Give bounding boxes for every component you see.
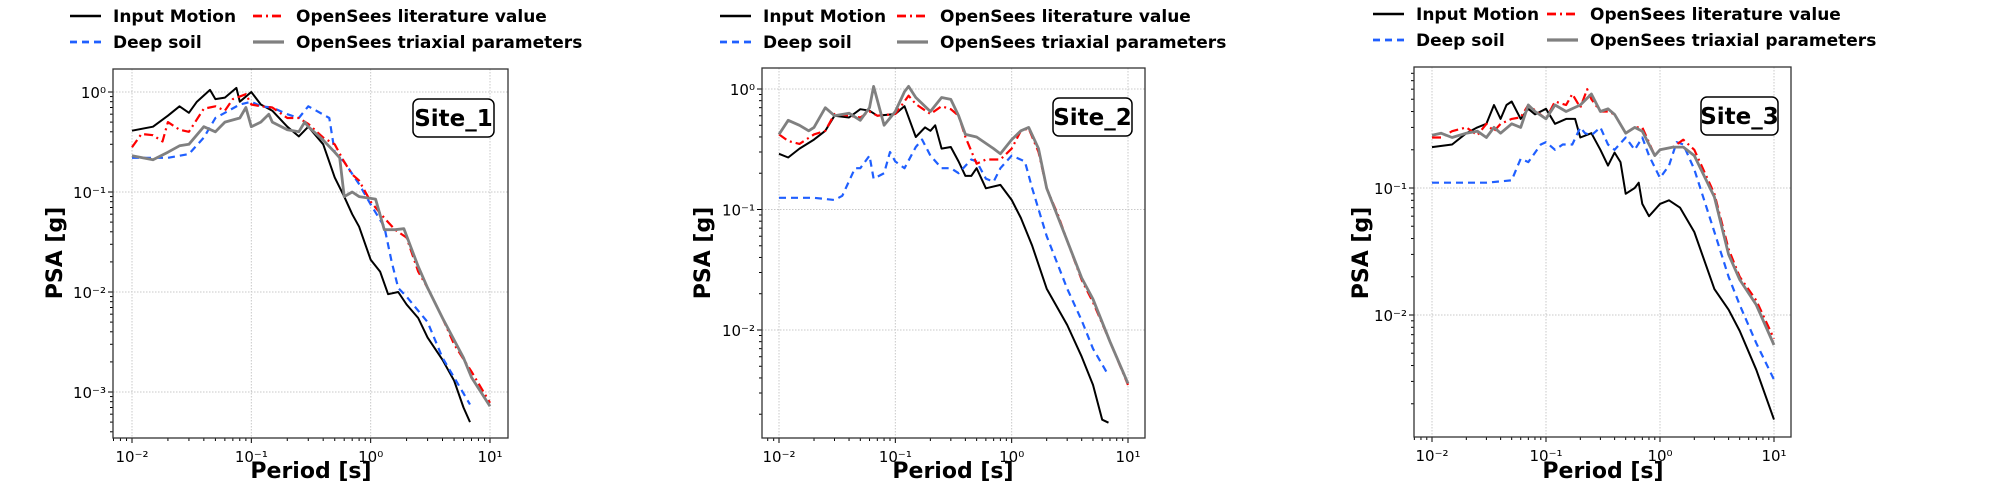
x-tick-label: 10⁻² [762, 448, 795, 466]
x-tick-label: 10⁰ [358, 448, 383, 466]
legend-label-lit: OpenSees literature value [296, 7, 547, 27]
legend-label-input: Input Motion [763, 7, 886, 27]
series-line-deep [132, 100, 471, 406]
y-tick-label: 10⁻¹ [1374, 180, 1407, 198]
site-label-box [1052, 97, 1133, 137]
y-axis-label: PSA [g] [691, 207, 716, 300]
y-tick-label: 10⁻² [722, 322, 755, 340]
series-group [131, 86, 492, 423]
y-tick-label: 10⁰ [81, 84, 106, 102]
plot-frame [761, 67, 1146, 439]
legend-label-lit: OpenSees literature value [1590, 5, 1841, 25]
legend: Input Motion Deep soil OpenSees literature… [1373, 5, 1876, 51]
legend: Input Motion Deep soil OpenSees literature… [720, 7, 1226, 53]
legend: Input Motion Deep soil OpenSees literature… [70, 7, 582, 53]
x-tick-label: 10⁻² [115, 448, 148, 466]
site-label: Site_2 [1053, 105, 1132, 131]
series-group [1431, 88, 1776, 420]
y-tick-label: 10⁻² [73, 284, 106, 302]
x-axis-label: Period [s] [892, 459, 1013, 484]
legend-label-deep: Deep soil [113, 33, 202, 53]
plot-frame [1413, 66, 1792, 438]
series-line-input [131, 86, 471, 423]
legend-label-lit: OpenSees literature value [940, 7, 1191, 27]
series-line-lit [131, 93, 491, 404]
site-label-box [1700, 96, 1779, 136]
y-tick-label: 10⁻² [1374, 307, 1407, 325]
x-tick-label: 10¹ [1761, 447, 1786, 465]
x-tick-label: 10¹ [477, 448, 502, 466]
series-line-tri [131, 106, 492, 408]
legend-label-input: Input Motion [1416, 5, 1539, 25]
x-tick-label: 10⁰ [999, 448, 1024, 466]
y-tick-label: 10⁰ [730, 81, 755, 99]
series-line-input [1431, 100, 1775, 420]
site-label: Site_1 [414, 106, 493, 132]
series-line-deep [779, 138, 1110, 376]
y-tick-label: 10⁻³ [73, 384, 106, 402]
y-axis-label: PSA [g] [43, 207, 68, 300]
chart-panel-2: 10⁻² 10⁻¹ 10⁰ 10¹ 10⁰ 10⁻¹ 10⁻² Site_2 Period [s… [691, 7, 1226, 484]
y-tick-label: 10⁻¹ [73, 184, 106, 202]
x-tick-label: 10⁻¹ [235, 448, 268, 466]
legend-label-input: Input Motion [113, 7, 236, 27]
x-axis-label: Period [s] [250, 459, 371, 484]
y-axis-label: PSA [g] [1349, 207, 1374, 300]
series-line-tri [1431, 92, 1776, 346]
plot-frame [112, 68, 509, 439]
legend-label-deep: Deep soil [1416, 31, 1505, 51]
site-label: Site_3 [1700, 104, 1779, 130]
x-tick-label: 10⁻¹ [879, 448, 912, 466]
legend-label-deep: Deep soil [763, 33, 852, 53]
series-line-lit [1432, 88, 1775, 340]
series-group [777, 85, 1130, 424]
legend-label-tri: OpenSees triaxial parameters [940, 33, 1226, 53]
y-tick-label: 10⁻¹ [722, 202, 755, 220]
x-tick-label: 10⁻¹ [1529, 447, 1562, 465]
chart-panel-3: 10⁻² 10⁻¹ 10⁰ 10¹ 10⁻¹ 10⁻² Site_3 Period [s] PS… [1349, 5, 1876, 484]
series-line-tri [777, 85, 1130, 385]
series-line-deep [1432, 126, 1775, 381]
legend-label-tri: OpenSees triaxial parameters [296, 33, 582, 53]
series-line-input [778, 105, 1109, 424]
legend-label-tri: OpenSees triaxial parameters [1590, 31, 1876, 51]
x-tick-label: 10⁻² [1415, 447, 1448, 465]
chart-panel-1: 10⁻² 10⁻¹ 10⁰ 10¹ 10⁰ 10⁻¹ 10⁻² 10⁻³ Site_1 Perio… [43, 7, 582, 484]
site-label-box [412, 98, 495, 138]
x-axis-label: Period [s] [1542, 459, 1663, 484]
x-tick-label: 10⁰ [1647, 447, 1672, 465]
x-tick-label: 10¹ [1115, 448, 1140, 466]
